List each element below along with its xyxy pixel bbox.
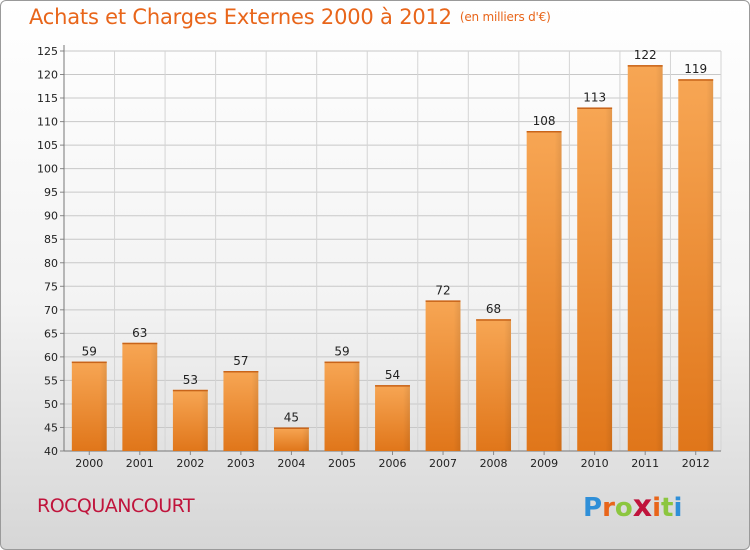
value-label-2003: 57 xyxy=(233,354,248,368)
x-tick-label-2007: 2007 xyxy=(429,457,457,470)
x-tick-label-2000: 2000 xyxy=(75,457,103,470)
value-label-2006: 54 xyxy=(385,368,400,382)
chart-title: Achats et Charges Externes 2000 à 2012 (e… xyxy=(29,5,551,29)
x-tick-label-2006: 2006 xyxy=(379,457,407,470)
x-tick-label-2008: 2008 xyxy=(480,457,508,470)
value-label-2012: 119 xyxy=(684,62,707,76)
value-labels: 59 63 53 57 45 59 54 72 68 108 113 122 119 xyxy=(82,48,708,424)
value-label-2001: 63 xyxy=(132,326,147,340)
bar-top-2007 xyxy=(425,300,461,302)
value-label-2005: 59 xyxy=(334,345,349,359)
value-label-2011: 122 xyxy=(634,48,657,62)
x-tick-label-2001: 2001 xyxy=(126,457,154,470)
x-tick-label-2009: 2009 xyxy=(530,457,558,470)
bar-top-2005 xyxy=(324,361,360,364)
chart-unit: (en milliers d'€) xyxy=(459,10,551,24)
logo-letter: t xyxy=(661,493,674,523)
bar-shade-2004 xyxy=(301,427,309,451)
y-tick-label: 40 xyxy=(44,445,58,458)
chart-title-text: Achats et Charges Externes 2000 à 2012 xyxy=(29,5,452,29)
value-label-2010: 113 xyxy=(583,90,606,104)
value-label-2002: 53 xyxy=(183,373,198,387)
x-tick-label-2004: 2004 xyxy=(277,457,305,470)
y-tick-label: 85 xyxy=(44,233,58,246)
x-tick-label-2003: 2003 xyxy=(227,457,255,470)
y-tick-label: 60 xyxy=(44,351,58,364)
bar-shade-2012 xyxy=(706,79,714,451)
x-tick-label-2002: 2002 xyxy=(176,457,204,470)
bar-shade-2009 xyxy=(554,131,562,451)
bar-top-2001 xyxy=(122,342,158,345)
y-tick-label: 115 xyxy=(37,92,58,105)
y-tick-label: 105 xyxy=(37,139,58,152)
y-tick-label: 125 xyxy=(37,45,58,58)
value-label-2009: 108 xyxy=(533,114,556,128)
logo-letter: r xyxy=(602,493,615,523)
bar-shade-2011 xyxy=(655,65,663,451)
x-tick-label-2010: 2010 xyxy=(581,457,609,470)
y-tick-label: 45 xyxy=(44,421,58,434)
bar-shade-2010 xyxy=(605,107,613,452)
logo-letter: x xyxy=(632,489,653,524)
bar-shade-2007 xyxy=(453,300,461,451)
bar-shade-2000 xyxy=(99,361,107,451)
value-label-2004: 45 xyxy=(284,410,299,424)
x-tick-label-2005: 2005 xyxy=(328,457,356,470)
value-label-2008: 68 xyxy=(486,302,501,316)
proxiti-logo[interactable]: Proxiti xyxy=(583,489,682,524)
y-tick-label: 75 xyxy=(44,280,58,293)
value-label-2007: 72 xyxy=(435,283,450,297)
y-tick-label: 95 xyxy=(44,186,58,199)
logo-letter: o xyxy=(614,493,633,523)
y-tick-label: 120 xyxy=(37,69,58,82)
bar-top-2002 xyxy=(172,389,208,392)
bar-shade-2005 xyxy=(352,361,360,451)
axes: 40 45 50 55 60 65 70 75 80 85 90 95 100 105 110 115 120 1… xyxy=(37,45,721,470)
bar-top-2000 xyxy=(71,361,107,364)
y-tick-label: 100 xyxy=(37,163,58,176)
bar-shade-2003 xyxy=(251,371,259,451)
y-tick-label: 70 xyxy=(44,304,58,317)
bar-shade-2001 xyxy=(150,342,158,451)
bar-top-2006 xyxy=(375,385,410,387)
bar-shade-2008 xyxy=(504,319,512,451)
y-tick-label: 90 xyxy=(44,210,58,223)
bar-2004 xyxy=(273,427,309,451)
y-tick-label: 80 xyxy=(44,257,58,270)
logo-letter: i xyxy=(652,493,662,523)
logo-letter: i xyxy=(673,493,683,523)
y-tick-label: 65 xyxy=(44,327,58,340)
y-tick-label: 110 xyxy=(37,116,58,129)
bar-top-2004 xyxy=(273,427,309,429)
bar-top-2009 xyxy=(526,131,562,133)
y-tick-label: 55 xyxy=(44,374,58,387)
bar-shade-2006 xyxy=(402,385,410,451)
y-tick-label: 50 xyxy=(44,398,58,411)
bar-top-2011 xyxy=(627,65,663,67)
bar-top-2003 xyxy=(223,371,259,373)
bar-shade-2002 xyxy=(200,389,208,451)
bar-top-2010 xyxy=(577,107,613,109)
bar-top-2008 xyxy=(476,319,512,321)
x-tick-label-2012: 2012 xyxy=(682,457,710,470)
bar-top-2012 xyxy=(678,79,714,81)
logo-letter: P xyxy=(583,493,603,523)
commune-name: ROCQUANCOURT xyxy=(37,495,195,517)
bars xyxy=(71,65,714,452)
value-label-2000: 59 xyxy=(82,345,97,359)
x-tick-label-2011: 2011 xyxy=(631,457,659,470)
